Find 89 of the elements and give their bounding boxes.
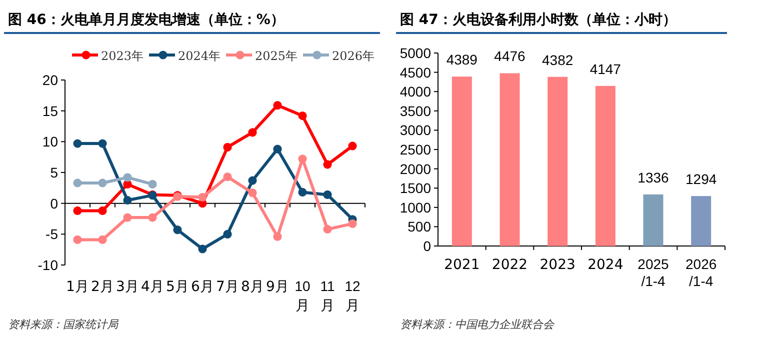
point — [223, 230, 232, 238]
y-tick-label: 5000 — [400, 45, 432, 61]
point — [348, 142, 357, 150]
point — [223, 172, 232, 182]
y-tick-label: 3000 — [400, 122, 432, 138]
point — [348, 219, 357, 228]
y-tick-label: -10 — [38, 257, 58, 273]
data-label: 4382 — [542, 52, 574, 68]
data-label: 4147 — [590, 60, 622, 77]
legend-label: 2025年 — [255, 49, 298, 63]
x-tick-label: 5月 — [166, 279, 189, 295]
point — [123, 173, 132, 182]
point — [98, 206, 107, 216]
x-tick-label: 12月 — [344, 278, 360, 314]
point — [123, 213, 132, 222]
x-tick-label: 2022 — [492, 257, 528, 273]
point — [173, 226, 182, 234]
y-tick-label: 0 — [50, 195, 58, 212]
point — [273, 100, 282, 110]
y-tick-label: 10 — [42, 134, 58, 150]
y-tick-label: -5 — [46, 226, 58, 242]
data-label: 1336 — [638, 169, 670, 186]
point — [298, 154, 307, 164]
point — [73, 206, 82, 216]
x-tick-label: 2月 — [91, 279, 114, 295]
point — [323, 224, 332, 234]
point — [73, 139, 82, 148]
point — [248, 128, 257, 137]
x-tick-label: 10月 — [294, 278, 310, 314]
y-tick-label: 4500 — [400, 64, 432, 80]
x-tick-label: 8月 — [241, 279, 264, 295]
bar — [595, 86, 616, 246]
y-tick-label: 500 — [408, 218, 432, 235]
bar — [548, 76, 568, 246]
y-tick-label: 15 — [42, 102, 58, 119]
x-tick-label: 1月 — [66, 279, 89, 295]
x-tick-label: 9月 — [266, 279, 289, 295]
y-tick-label: 3500 — [400, 102, 432, 119]
y-tick-label: 0 — [423, 238, 432, 254]
point — [273, 232, 282, 241]
legend-label: 2024年 — [178, 49, 221, 63]
point — [73, 235, 82, 244]
legend-label: 2026年 — [332, 49, 375, 63]
point — [98, 235, 107, 244]
x-tick-label: 3月 — [116, 279, 139, 295]
point — [148, 213, 157, 222]
text: 资料来源：中国电力企业联合会 — [400, 318, 555, 331]
y-tick-label: 1000 — [400, 199, 432, 216]
chart-title: 图 46：火电单月月度发电增速（单位：%） — [8, 11, 284, 28]
y-tick-label: 5 — [50, 164, 58, 180]
x-tick-label: 2026/1-4 — [686, 256, 717, 289]
point — [298, 188, 307, 197]
legend-label: 2023年 — [101, 49, 144, 63]
y-tick-label: 4000 — [400, 84, 432, 100]
point — [323, 160, 332, 169]
data-label: 1294 — [686, 171, 717, 188]
point — [223, 142, 232, 152]
x-tick-label: 2021 — [444, 257, 480, 273]
data-label: 4389 — [446, 52, 478, 68]
bar — [691, 196, 712, 246]
x-tick-label: 2023 — [540, 257, 576, 273]
y-tick-label: 2000 — [400, 160, 432, 177]
point — [98, 139, 107, 148]
point — [123, 196, 132, 205]
bar — [500, 73, 520, 246]
point — [198, 192, 207, 202]
y-tick-label: 2500 — [400, 142, 432, 158]
point — [73, 178, 82, 188]
x-tick-label: 6月 — [191, 279, 214, 295]
bar — [452, 76, 472, 246]
bar — [643, 194, 664, 246]
x-tick-label: 11月 — [320, 278, 335, 314]
point — [323, 190, 332, 199]
point — [248, 188, 257, 198]
x-tick-label: 2025/1-4 — [638, 256, 670, 289]
y-tick-label: 1500 — [400, 180, 432, 196]
point — [98, 178, 107, 188]
point — [198, 244, 207, 254]
point — [273, 144, 282, 154]
point — [248, 176, 257, 185]
text: 资料来源：国家统计局 — [8, 318, 119, 331]
data-label: 4476 — [494, 48, 526, 64]
x-tick-label: 7月 — [216, 279, 239, 295]
point — [148, 180, 157, 189]
y-tick-label: 20 — [42, 72, 58, 88]
x-tick-label: 4月 — [141, 279, 164, 295]
point — [298, 111, 307, 120]
x-tick-label: 2024 — [588, 257, 624, 273]
chart-title: 图 47：火电设备利用小时数（单位：小时） — [400, 12, 676, 28]
